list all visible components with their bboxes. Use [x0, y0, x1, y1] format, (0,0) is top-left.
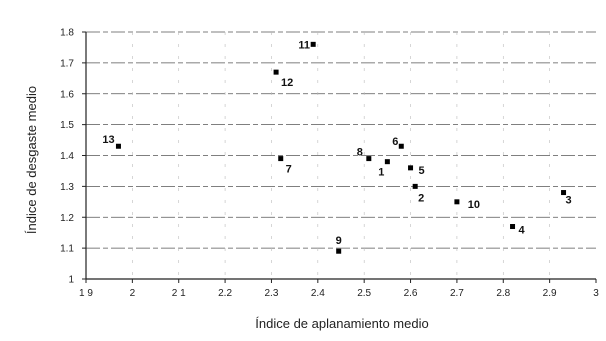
point-marker-4 [510, 224, 516, 230]
x-tick-labels: 1 9 2 2 1 2.2 2.3 2.4 2.5 2.6 2.7 2.8 2.9 3 [79, 288, 599, 299]
x-tick-label: 2 1 [172, 288, 186, 299]
point-label-13: 13 [102, 134, 114, 146]
x-tick-label: 2.8 [496, 288, 510, 299]
point-label-4: 4 [518, 225, 525, 237]
x-tick-label: 2.7 [450, 288, 464, 299]
y-tick-label: 1.5 [60, 120, 74, 131]
point-label-6: 6 [392, 136, 398, 148]
x-axis-title: Índice de aplanamiento medio [255, 316, 428, 331]
y-tick-labels: 1 1.1 1.2 1.3 1.4 1.5 1.6 1.7 1.8 [60, 28, 74, 286]
point-marker-8 [366, 156, 372, 162]
x-tick-label: 2.9 [543, 288, 557, 299]
point-marker-7 [278, 156, 284, 162]
point-marker-3 [561, 190, 567, 196]
point-label-7: 7 [286, 164, 292, 176]
y-tick-label: 1.1 [60, 244, 74, 255]
point-marker-6 [398, 143, 404, 149]
x-tick-label: 1 9 [79, 288, 93, 299]
y-tick-label: 1.2 [60, 213, 74, 224]
grid-lines [86, 31, 596, 279]
point-marker-11 [310, 41, 316, 47]
x-tick-label: 2.2 [218, 288, 232, 299]
point-marker-2 [412, 183, 418, 189]
point-label-12: 12 [281, 77, 293, 89]
y-tick-label: 1.8 [60, 28, 74, 39]
y-axis-title: Índice de desgaste medio [24, 86, 39, 234]
point-label-9: 9 [336, 235, 342, 247]
x-tick-label: 2.3 [265, 288, 279, 299]
axes [82, 31, 597, 283]
point-label-10: 10 [468, 199, 480, 211]
x-tick-label: 3 [593, 288, 599, 299]
point-label-11: 11 [298, 39, 310, 51]
point-label-8: 8 [357, 147, 363, 159]
point-label-3: 3 [565, 195, 571, 207]
y-tick-label: 1.6 [60, 89, 74, 100]
x-tick-label: 2.6 [404, 288, 418, 299]
point-marker-1 [384, 159, 390, 165]
y-tick-label: 1 [68, 275, 74, 286]
point-marker-13 [115, 143, 121, 149]
point-label-2: 2 [418, 192, 424, 204]
y-tick-label: 1.3 [60, 182, 74, 193]
y-tick-label: 1.4 [60, 151, 74, 162]
point-label-5: 5 [418, 165, 424, 177]
x-tick-label: 2.5 [357, 288, 371, 299]
x-tick-label: 2 [130, 288, 136, 299]
x-tick-label: 2.4 [311, 288, 325, 299]
point-marker-12 [273, 69, 279, 75]
y-tick-label: 1.7 [60, 58, 74, 69]
point-marker-5 [408, 165, 414, 171]
point-marker-9 [336, 248, 342, 254]
point-marker-10 [454, 199, 460, 205]
point-label-1: 1 [378, 167, 384, 179]
